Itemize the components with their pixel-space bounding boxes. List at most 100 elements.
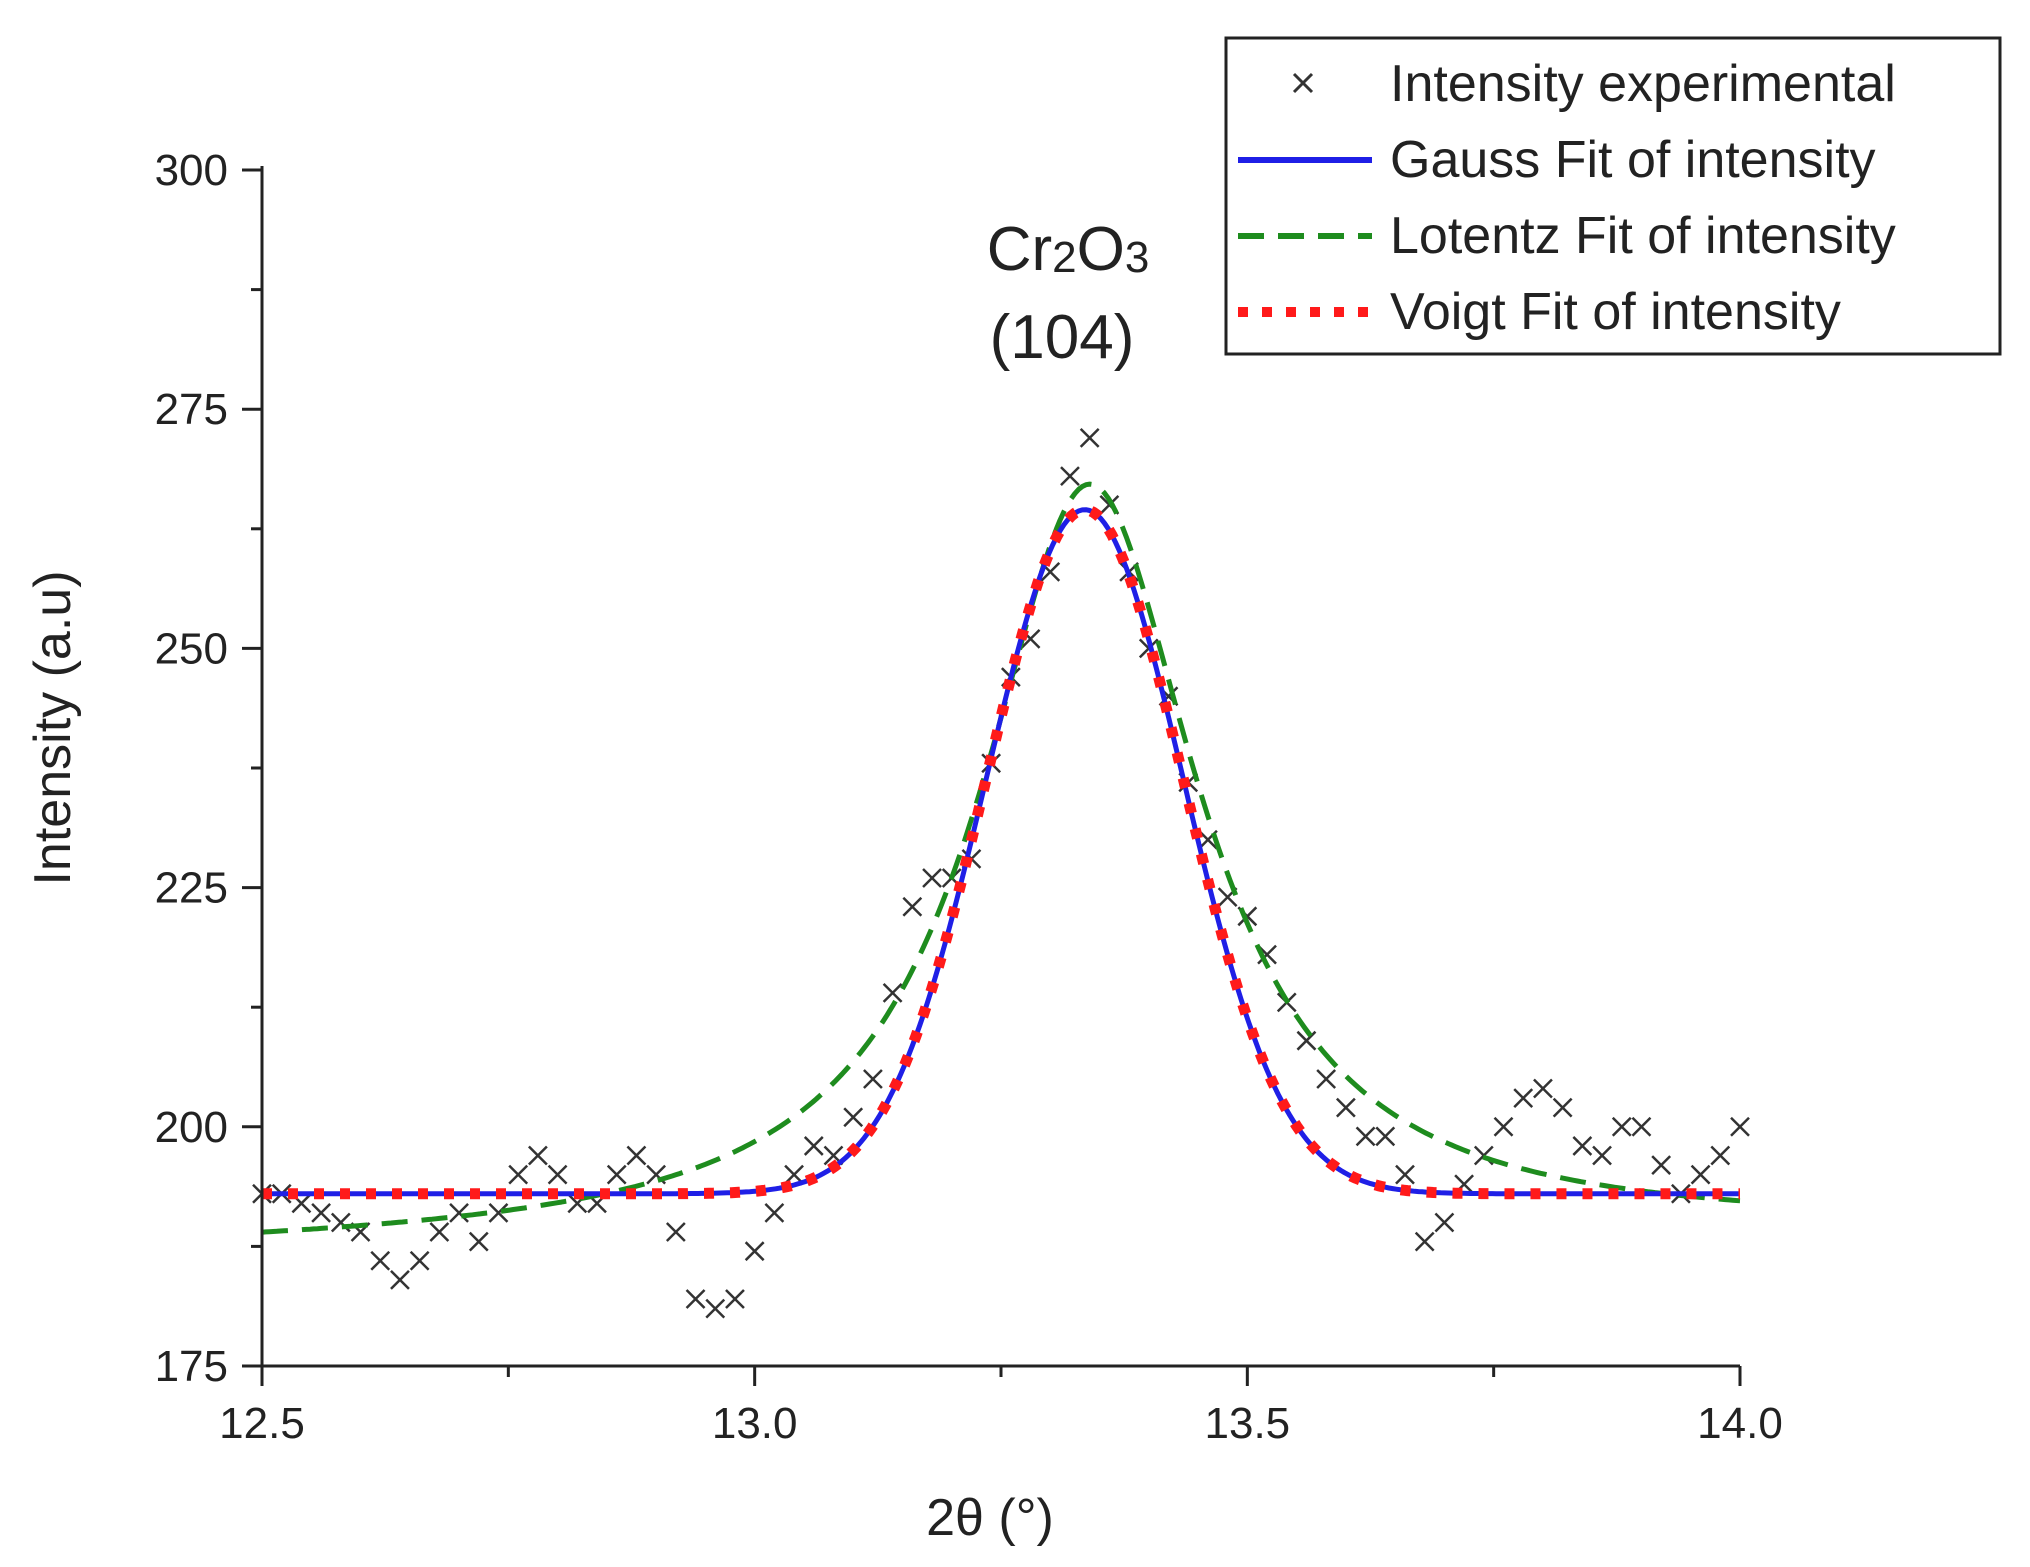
data-point-stroke: [1237, 906, 1258, 927]
data-point: [1611, 1116, 1632, 1137]
fit-curves: [260, 481, 1742, 1235]
y-tick-label: 250: [155, 624, 228, 673]
fit-curve-gauss-dotted: [260, 504, 1742, 1200]
data-point-stroke: [311, 1203, 332, 1223]
data-point: [744, 1241, 765, 1262]
axes: 175 200 225 250 275 300 12.5 13.0 13.5 14.0: [155, 146, 1783, 1448]
data-point-stroke: [1316, 1069, 1337, 1089]
data-point-stroke: [370, 1250, 391, 1271]
data-point-stroke: [705, 1298, 726, 1319]
data-point: [1395, 1164, 1415, 1185]
experimental-points: [252, 428, 1750, 1319]
data-point: [764, 1203, 785, 1223]
data-point-stroke: [922, 868, 942, 888]
data-point: [508, 1164, 529, 1185]
data-point: [1552, 1097, 1573, 1118]
data-point: [1296, 1030, 1317, 1051]
data-point: [409, 1250, 430, 1271]
data-point: [488, 1203, 509, 1223]
y-tick-label: 200: [155, 1103, 228, 1152]
data-point-stroke: [1611, 1116, 1632, 1137]
x-tick-label: 13.5: [1205, 1399, 1291, 1448]
data-point-stroke: [1257, 944, 1277, 965]
legend-label-lorentz: Lotentz Fit of intensity: [1390, 207, 1896, 265]
data-point-stroke: [1690, 1164, 1711, 1185]
data-point: [922, 868, 942, 888]
data-point: [1651, 1155, 1672, 1175]
x-tick-label: 12.5: [219, 1399, 305, 1448]
data-point: [1631, 1116, 1652, 1137]
x-axis-title: 2θ (°): [926, 1489, 1054, 1547]
data-point: [1434, 1212, 1455, 1233]
data-point: [1316, 1069, 1337, 1089]
data-point-stroke: [1060, 466, 1080, 487]
data-point-stroke: [902, 896, 923, 917]
data-point-stroke: [291, 1193, 312, 1214]
data-point-stroke: [1395, 1164, 1415, 1185]
peak-label: Cr2O3: [987, 215, 1150, 284]
data-point: [606, 1164, 627, 1185]
data-point: [1730, 1116, 1750, 1137]
data-point: [547, 1164, 568, 1185]
data-point-stroke: [409, 1250, 430, 1271]
y-tick-label: 300: [155, 146, 228, 195]
data-point-stroke: [1572, 1136, 1593, 1156]
data-point: [449, 1203, 469, 1223]
data-point: [725, 1289, 745, 1309]
data-point-stroke: [803, 1136, 824, 1156]
data-point-stroke: [508, 1164, 529, 1185]
data-point: [1690, 1164, 1711, 1185]
data-point: [1414, 1231, 1435, 1252]
data-point: [1375, 1126, 1396, 1147]
data-point-stroke: [606, 1164, 627, 1185]
data-point-stroke: [843, 1107, 864, 1128]
data-point: [528, 1145, 548, 1166]
data-point-stroke: [863, 1069, 883, 1089]
data-point-stroke: [1375, 1126, 1396, 1147]
data-point-stroke: [1335, 1097, 1356, 1118]
data-point-stroke: [685, 1289, 706, 1309]
data-point-stroke: [488, 1203, 509, 1223]
data-point: [803, 1136, 824, 1156]
data-point: [1513, 1088, 1534, 1108]
data-point-stroke: [744, 1241, 765, 1262]
data-point-stroke: [665, 1222, 686, 1242]
data-point: [370, 1250, 391, 1271]
data-point-stroke: [528, 1145, 548, 1166]
data-point: [843, 1107, 864, 1128]
data-point-stroke: [1631, 1116, 1652, 1137]
legend-entry-lorentz: Lotentz Fit of intensity: [1238, 207, 1896, 265]
data-point-stroke: [449, 1203, 469, 1223]
data-point: [468, 1231, 489, 1252]
data-point: [1592, 1145, 1612, 1166]
x-tick-label: 14.0: [1697, 1399, 1783, 1448]
data-point-stroke: [547, 1164, 568, 1185]
fit-curve-gauss-solid: [262, 507, 1740, 1197]
data-point: [1060, 466, 1080, 487]
legend-entry-gauss: Gauss Fit of intensity: [1238, 131, 1876, 189]
data-point-stroke: [1099, 494, 1120, 515]
data-point-stroke: [1493, 1116, 1514, 1137]
data-point-stroke: [429, 1222, 450, 1242]
data-point: [1079, 428, 1100, 448]
data-point-stroke: [468, 1231, 489, 1252]
legend: Intensity experimental Gauss Fit of inte…: [1224, 36, 2002, 356]
data-point: [1572, 1136, 1593, 1156]
data-point-stroke: [1296, 1030, 1317, 1051]
data-point-stroke: [882, 982, 903, 1003]
y-axis-title: Intensity (a.u): [24, 570, 82, 885]
legend-label-experimental: Intensity experimental: [1390, 55, 1896, 113]
data-point-stroke: [1651, 1155, 1672, 1175]
data-point-stroke: [764, 1203, 785, 1223]
data-point: [705, 1298, 726, 1319]
data-point: [626, 1145, 647, 1166]
y-tick-label: 175: [155, 1342, 228, 1391]
data-point: [665, 1222, 686, 1242]
data-point-stroke: [1414, 1231, 1435, 1252]
data-point-stroke: [626, 1145, 647, 1166]
data-point-stroke: [1710, 1145, 1731, 1166]
data-point: [429, 1222, 450, 1242]
data-point: [1493, 1116, 1514, 1137]
data-point: [1710, 1145, 1731, 1166]
